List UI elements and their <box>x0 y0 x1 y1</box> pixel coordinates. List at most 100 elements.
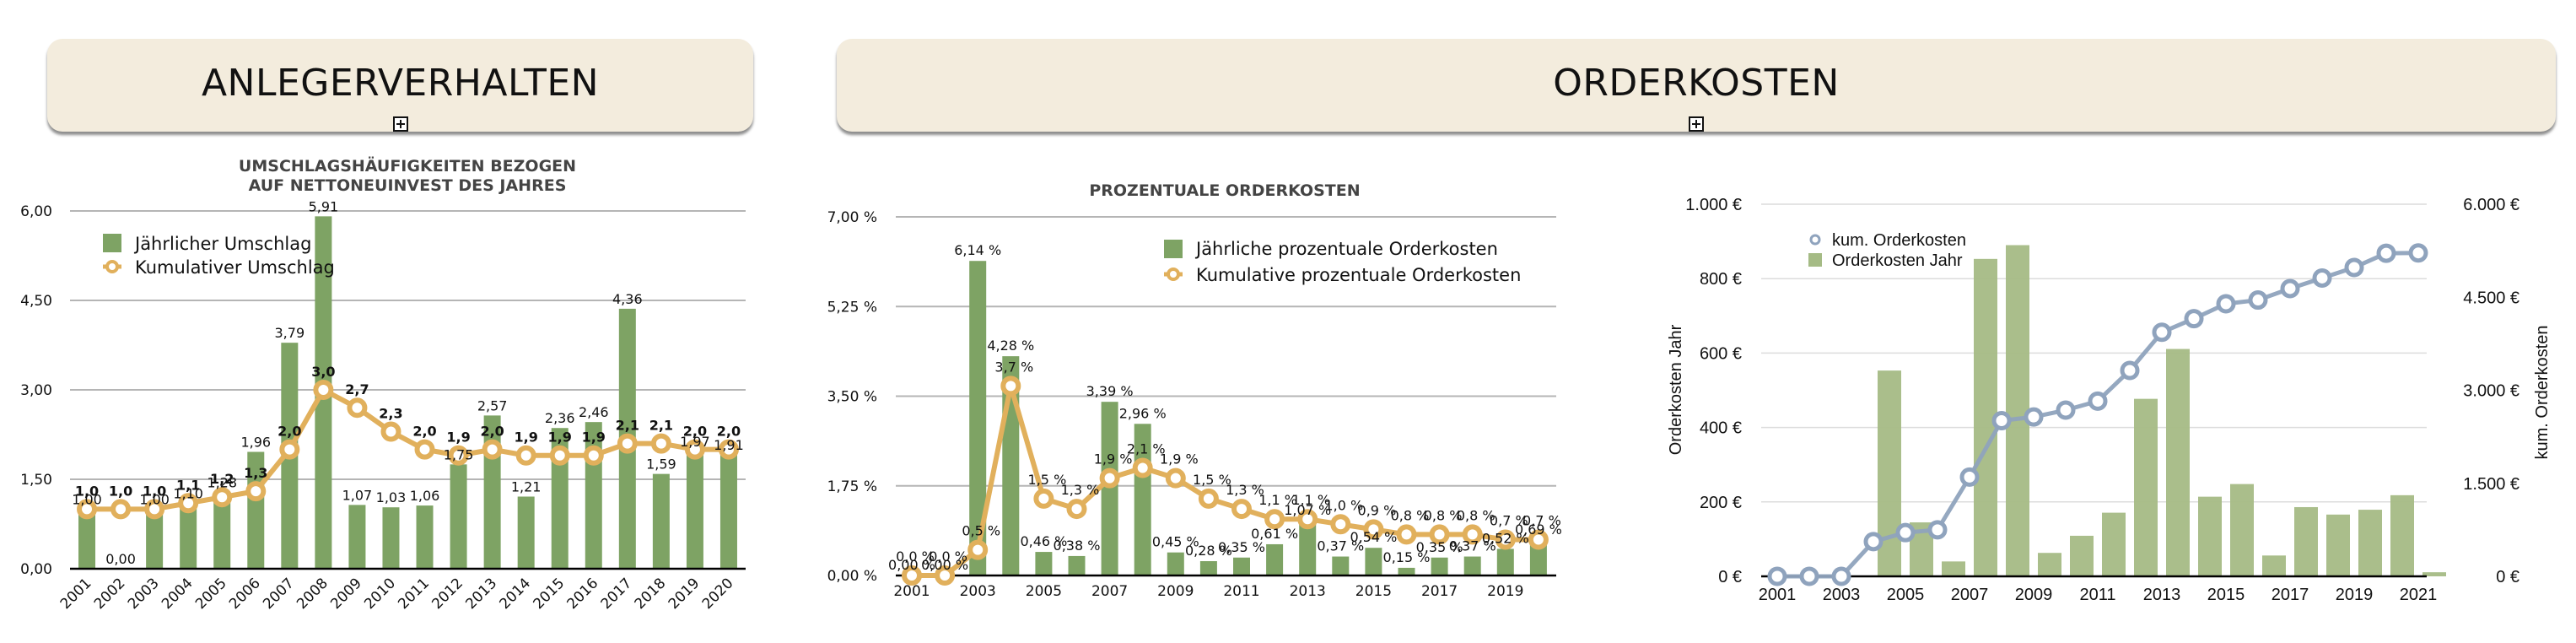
point-2005 <box>212 487 233 508</box>
bar-2005 <box>213 492 231 569</box>
bar-value-label: 1,75 <box>444 446 474 462</box>
bar-2014 <box>1332 556 1350 575</box>
x-tick-label: 2019 <box>2336 586 2374 604</box>
point-2017 <box>2280 278 2300 299</box>
point-2012 <box>1264 509 1285 530</box>
x-tick-label: 2007 <box>1091 583 1128 600</box>
point-2005 <box>1895 522 1916 543</box>
bar-2012 <box>2134 398 2158 576</box>
line-value-label: 2,1 % <box>1127 441 1166 457</box>
point-2003 <box>1831 566 1851 586</box>
plus-square-icon[interactable] <box>393 116 408 132</box>
x-tick-label: 2017 <box>2272 586 2309 604</box>
x-tick-label: 2014 <box>496 575 534 613</box>
line-value-label: 1,0 % <box>1324 497 1363 513</box>
point-2020 <box>718 439 739 460</box>
y-tick-label: 0,00 % <box>827 568 877 585</box>
bar-2004 <box>180 503 197 569</box>
bar-2018 <box>2326 514 2350 576</box>
x-tick-label: 2005 <box>1887 586 1925 604</box>
x-tick-label: 2015 <box>531 575 569 613</box>
line-value-label: 1,3 % <box>1061 482 1100 498</box>
point-2008 <box>313 380 334 400</box>
y-tick-label-left: 600 € <box>1700 344 1742 363</box>
plus-square-icon[interactable] <box>1689 116 1704 132</box>
point-2015 <box>1363 519 1384 540</box>
x-tick-label: 2010 <box>361 575 399 613</box>
bar-value-label: 1,21 <box>511 478 542 494</box>
bar-value-label: 0,15 % <box>1383 549 1431 565</box>
point-2015 <box>2216 294 2236 314</box>
line-value-label: 3,0 <box>311 364 335 380</box>
point-2015 <box>549 445 570 466</box>
line-value-label: 0,0 % <box>929 548 967 565</box>
y-axis-title-left: Orderkosten Jahr <box>1667 324 1685 455</box>
bar-value-label: 1,91 <box>714 437 744 453</box>
bar-2005 <box>1035 552 1053 575</box>
line-value-label: 1,5 % <box>1193 472 1231 488</box>
point-2017 <box>617 433 638 454</box>
point-2018 <box>650 433 671 454</box>
legend-swatch-bar <box>103 234 121 252</box>
point-2020 <box>2376 243 2396 263</box>
x-tick-label: 2001 <box>893 583 930 600</box>
bar-value-label: 0,69 % <box>1515 521 1562 538</box>
point-2007 <box>1099 467 1120 489</box>
point-2005 <box>1033 488 1054 509</box>
bar-value-label: 3,79 <box>275 325 305 341</box>
line-value-label: 1,2 <box>210 471 234 487</box>
bar-2017 <box>2294 506 2318 576</box>
legend-label: Jährlicher Umschlag <box>133 234 311 254</box>
section-title: ORDERKOSTEN <box>1553 61 1840 105</box>
x-tick-label: 2015 <box>1355 583 1392 600</box>
x-tick-label: 2003 <box>125 575 163 613</box>
bar-2020 <box>719 455 737 569</box>
y-tick-label: 1,75 % <box>827 478 877 495</box>
bar-2018 <box>1463 556 1481 575</box>
chart-title: PROZENTUALE ORDERKOSTEN <box>1089 181 1360 200</box>
point-2006 <box>245 481 267 502</box>
bar-value-label: 0,37 % <box>1449 538 1496 554</box>
point-2021 <box>2408 243 2428 263</box>
chart-title: AUF NETTONEUINVEST DES JAHRES <box>249 176 567 195</box>
line-value-label: 0,7 % <box>1490 513 1528 529</box>
point-2014 <box>1330 514 1351 535</box>
point-2019 <box>1495 529 1516 550</box>
bar-2012 <box>1266 543 1284 575</box>
point-2001 <box>1767 566 1787 586</box>
x-tick-label: 2017 <box>598 575 636 613</box>
bar-2019 <box>686 451 703 569</box>
x-tick-label: 2005 <box>1026 583 1062 600</box>
x-tick-label: 2006 <box>226 575 264 613</box>
y-tick-label: 5,25 % <box>827 299 877 316</box>
point-2008 <box>1132 457 1153 478</box>
bar-value-label: 2,36 <box>545 410 575 426</box>
point-2007 <box>1959 467 1980 487</box>
bar-2003 <box>146 509 164 569</box>
point-2009 <box>347 397 368 419</box>
y-tick-label-right: 1.500 € <box>2463 475 2519 494</box>
x-tick-label: 2007 <box>1951 586 1989 604</box>
line-value-label: 3,7 % <box>994 359 1033 375</box>
bar-value-label: 0,35 % <box>1218 539 1265 555</box>
y-tick-label-right: 4.500 € <box>2463 289 2519 307</box>
bar-value-label: 2,46 <box>579 404 609 420</box>
bar-2017 <box>1431 557 1448 575</box>
bar-2010 <box>2070 535 2094 576</box>
y-tick-label-right: 6.000 € <box>2463 196 2519 214</box>
point-2013 <box>482 439 503 460</box>
bar-2010 <box>1199 561 1217 575</box>
y-tick-label: 7,00 % <box>827 209 877 226</box>
bar-value-label: 0,52 % <box>1482 530 1529 546</box>
bar-value-label: 1,96 <box>240 434 271 450</box>
point-2009 <box>2024 407 2044 427</box>
legend-label: Orderkosten Jahr <box>1832 251 1963 270</box>
y-tick-label-left: 1.000 € <box>1685 196 1742 214</box>
bar-value-label: 1,03 <box>376 489 407 505</box>
point-2010 <box>2056 400 2076 420</box>
x-tick-label: 2008 <box>294 575 331 613</box>
point-2016 <box>2248 290 2268 311</box>
line-value-label: 1,9 <box>582 430 606 446</box>
bar-2018 <box>652 473 670 569</box>
bar-2006 <box>1068 555 1086 575</box>
